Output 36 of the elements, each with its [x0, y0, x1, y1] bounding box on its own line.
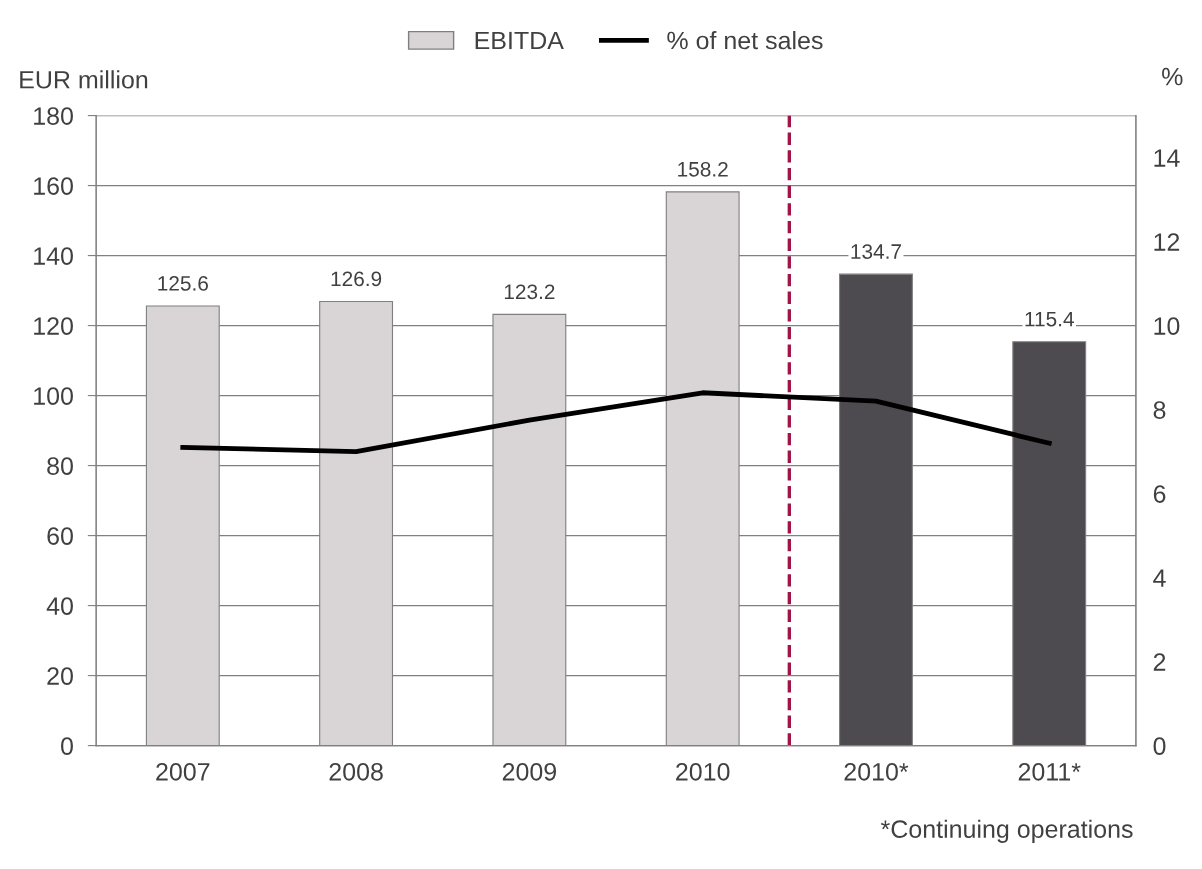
y2-axis-title: %	[1162, 67, 1183, 86]
data-label: 123.2	[504, 284, 555, 300]
y2-tick-label: 14	[1154, 149, 1180, 167]
legend-label: % of net sales	[667, 30, 823, 50]
data-label: 158.2	[678, 161, 728, 177]
y2-tick-label: 6	[1153, 485, 1166, 503]
x-tick-label: 2011*	[1018, 762, 1081, 781]
x-tick-label: 2010	[676, 762, 730, 781]
y-tick-label: 40	[46, 597, 73, 615]
y2-tick-label: 10	[1154, 317, 1180, 335]
y2-tick-label: 4	[1153, 569, 1166, 587]
y-tick-label: 180	[34, 107, 73, 125]
y-tick-label: 160	[34, 177, 73, 195]
y-tick-label: 20	[47, 667, 73, 685]
y-tick-label: 100	[34, 387, 73, 405]
x-tick-label: 2007	[156, 762, 210, 781]
y-axis-title: EUR million	[20, 70, 148, 89]
y-tick-label: 0	[61, 737, 73, 755]
y-tick-label: 140	[34, 247, 73, 265]
legend-label: EBITDA	[475, 31, 564, 50]
data-label: 134.7	[851, 244, 901, 259]
x-tick-label: 2008	[329, 762, 383, 781]
y2-tick-label: 0	[1153, 737, 1166, 755]
data-label: 126.9	[331, 271, 382, 287]
y2-tick-label: 8	[1153, 401, 1166, 419]
y-tick-label: 120	[34, 317, 73, 335]
line-series	[180, 390, 1052, 455]
y-tick-label: 80	[47, 457, 73, 475]
y2-tick-label: 12	[1154, 233, 1180, 251]
y2-tick-label: 2	[1153, 653, 1166, 671]
data-label: 115.4	[1025, 311, 1074, 327]
y-tick-label: 60	[47, 527, 73, 545]
x-tick-label: 2009	[502, 762, 557, 781]
data-label: 125.6	[158, 276, 208, 291]
x-tick-label: 2010*	[844, 762, 909, 781]
text: *Continuing operations	[880, 819, 1133, 843]
